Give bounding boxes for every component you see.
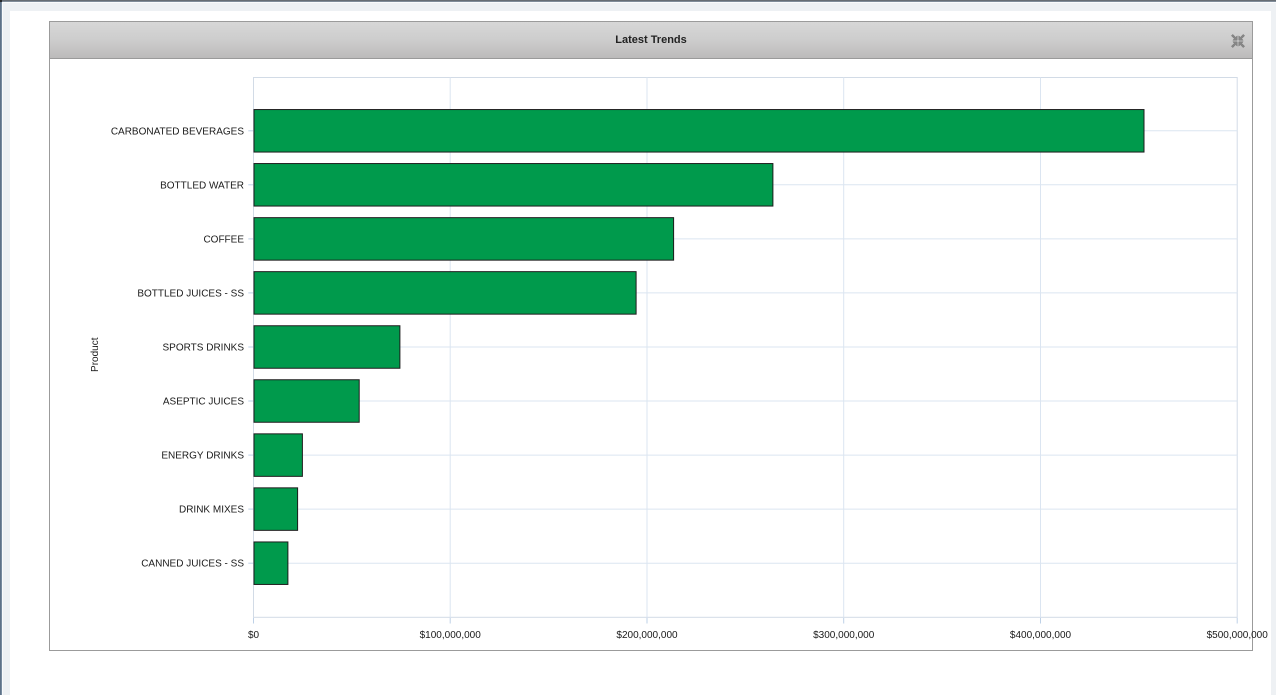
svg-text:$0: $0 bbox=[248, 630, 260, 641]
svg-text:$400,000,000: $400,000,000 bbox=[1010, 630, 1072, 641]
svg-text:SPORTS DRINKS: SPORTS DRINKS bbox=[163, 343, 245, 354]
svg-text:DRINK MIXES: DRINK MIXES bbox=[179, 505, 244, 516]
svg-text:Product: Product bbox=[90, 337, 101, 372]
svg-text:$200,000,000: $200,000,000 bbox=[616, 630, 678, 641]
svg-text:ASEPTIC JUICES: ASEPTIC JUICES bbox=[163, 397, 244, 408]
svg-text:BOTTLED JUICES - SS: BOTTLED JUICES - SS bbox=[137, 288, 244, 299]
svg-text:BOTTLED WATER: BOTTLED WATER bbox=[160, 180, 244, 191]
svg-text:$100,000,000: $100,000,000 bbox=[420, 630, 482, 641]
svg-text:ENERGY DRINKS: ENERGY DRINKS bbox=[161, 451, 244, 462]
svg-text:CANNED JUICES - SS: CANNED JUICES - SS bbox=[141, 559, 244, 570]
svg-text:CARBONATED BEVERAGES: CARBONATED BEVERAGES bbox=[111, 126, 245, 137]
svg-text:$500,000,000: $500,000,000 bbox=[1207, 630, 1269, 641]
svg-text:COFFEE: COFFEE bbox=[203, 234, 244, 245]
svg-text:$300,000,000: $300,000,000 bbox=[813, 630, 875, 641]
